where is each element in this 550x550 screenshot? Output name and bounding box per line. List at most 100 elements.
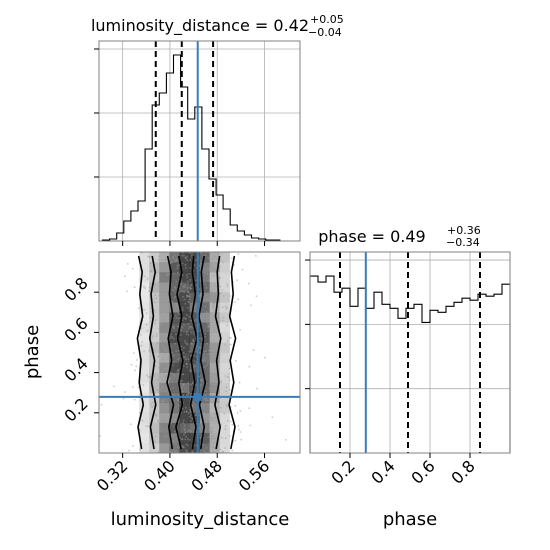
density-bin [199,442,210,454]
sample-point [205,390,207,393]
sample-point [133,398,136,401]
sample-point [184,302,187,305]
sample-point [99,435,101,437]
sample-point [220,380,223,382]
sample-point [183,346,185,349]
sample-point [239,431,242,433]
sample-point [228,389,231,391]
sample-point [160,388,163,391]
sample-point [165,354,168,356]
sample-point [186,294,189,297]
sample-point [139,411,141,414]
sample-point [201,380,203,383]
sample-point [218,397,221,400]
sample-point [164,403,167,406]
sample-point [212,446,215,449]
sample-point [179,334,182,336]
density-bin [139,252,150,263]
sample-point [206,319,209,322]
sample-point [176,446,179,449]
sample-point [158,361,161,364]
sample-point [173,337,175,340]
sample-point [208,321,211,323]
sample-point [181,290,184,292]
density-bin [199,312,210,323]
sample-point [189,267,191,269]
sample-point [182,421,185,424]
density-bin [179,432,190,444]
sample-point [233,264,236,266]
sample-point [186,287,189,289]
sample-point [205,294,208,297]
sample-point [210,346,213,349]
sample-point [178,353,181,356]
density-bin [219,322,230,333]
contour-level-0-right [189,255,198,450]
sample-point [148,286,151,289]
sample-point [154,435,157,438]
sample-point [226,285,229,288]
sample-point [177,369,180,371]
sample-point [198,337,201,340]
sample-point [100,403,103,406]
density-bin [149,292,160,303]
sample-point [213,302,216,305]
sample-point [165,367,168,370]
sample-point [206,272,209,275]
sample-point [206,267,209,270]
density-bin [199,272,210,283]
sample-point [206,342,209,345]
sample-point [189,259,192,262]
sample-point [151,406,154,409]
sample-point [148,349,150,352]
sample-point [217,252,220,255]
sample-point [163,421,166,423]
contour-level-3-right [228,255,237,450]
sample-point [255,295,258,298]
density-bin [199,432,210,444]
sample-point [154,301,156,304]
sample-point [184,263,187,266]
sample-point [172,289,175,292]
truth-marker [193,392,202,401]
sample-point [189,280,191,283]
sample-point [176,267,179,270]
contour-level-0-left [175,255,184,450]
sample-point [160,446,162,449]
luminosity-distance-tick-label-0: 0.32 [93,456,132,495]
sample-point [161,447,164,449]
sample-point [210,430,212,432]
sample-point [164,259,167,262]
sample-point [199,317,202,319]
density-bin [219,302,230,313]
sample-point [199,259,202,262]
sample-point [183,284,186,287]
sample-point [166,447,168,450]
luminosity-distance-tick-label-3: 0.56 [235,456,274,495]
sample-point [126,263,129,265]
sample-point [210,416,213,419]
sample-point [206,421,209,424]
sample-point [220,381,223,384]
sample-point [177,312,180,314]
sample-point [178,313,181,316]
density-bin [169,342,180,353]
sample-point [174,292,177,294]
sample-point [185,435,187,438]
sample-point [205,382,208,384]
sample-point [173,374,176,377]
sample-point [171,380,174,383]
sample-point [184,340,186,342]
sample-point [191,343,194,345]
density-bin [149,332,160,343]
sample-point [238,381,241,384]
density-bin [179,272,190,283]
sample-point [158,352,161,354]
sample-point [178,357,181,359]
phase-xtick-label-0: 0.2 [327,456,358,487]
sample-point [187,291,190,294]
sample-point [212,426,214,429]
density-bin [199,352,210,363]
sample-point [124,275,126,278]
